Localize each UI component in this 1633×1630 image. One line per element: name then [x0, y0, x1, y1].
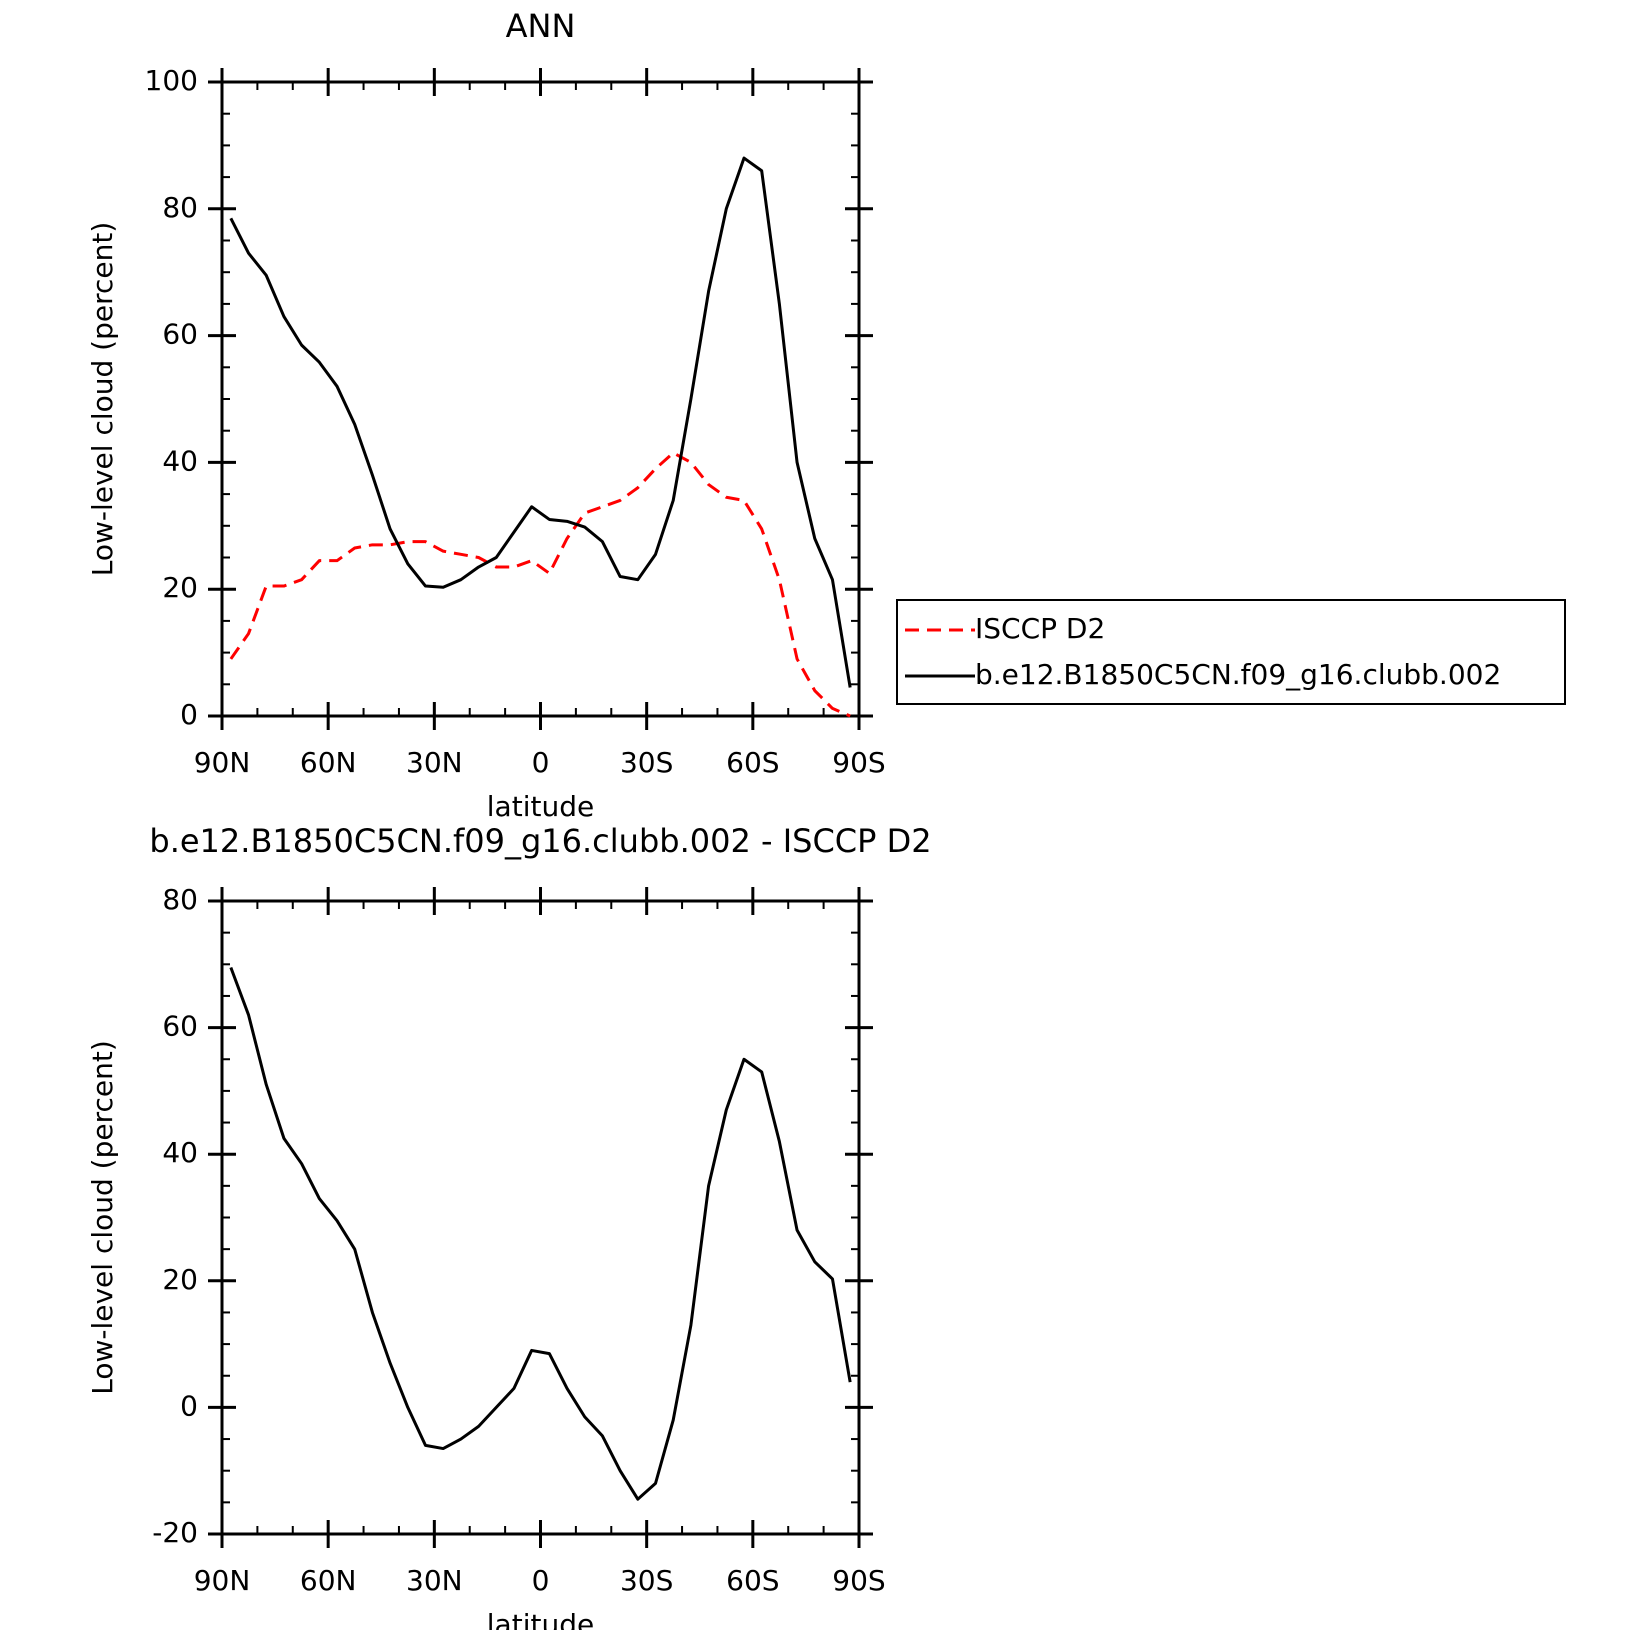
x-tick-label: 60N: [300, 1564, 357, 1597]
chart-title: ANN: [506, 7, 576, 45]
x-tick-label: 90S: [832, 1564, 885, 1597]
legend-box: [896, 599, 1566, 705]
y-tick-label: 100: [145, 64, 198, 97]
y-tick-label: 20: [162, 571, 198, 604]
data-line: [229, 156, 852, 688]
y-tick-label: 0: [180, 1389, 198, 1422]
x-tick-label: 60N: [300, 746, 357, 779]
x-tick-label: 0: [532, 746, 550, 779]
x-axis-label: latitude: [487, 790, 594, 823]
x-tick-label: 0: [532, 1564, 550, 1597]
x-axis-label: latitude: [487, 1608, 594, 1630]
x-tick-label: 30N: [406, 746, 463, 779]
legend-label: b.e12.B1850C5CN.f09_g16.clubb.002: [975, 658, 1501, 691]
data-line: [229, 966, 852, 1501]
y-tick-label: -20: [152, 1516, 198, 1549]
x-tick-label: 30S: [620, 1564, 673, 1597]
y-tick-label: 60: [162, 1010, 198, 1043]
data-line: [229, 451, 851, 718]
chart-title: b.e12.B1850C5CN.f09_g16.clubb.002 - ISCC…: [149, 822, 931, 860]
y-axis-label: Low-level cloud (percent): [86, 1040, 119, 1395]
x-tick-label: 90N: [194, 746, 251, 779]
y-axis-label: Low-level cloud (percent): [86, 222, 119, 577]
y-tick-label: 0: [180, 698, 198, 731]
x-tick-label: 90S: [832, 746, 885, 779]
legend-label: ISCCP D2: [975, 612, 1105, 645]
plot-frame: [220, 899, 861, 1536]
x-tick-label: 60S: [726, 746, 779, 779]
y-tick-label: 40: [162, 444, 198, 477]
y-tick-label: 20: [162, 1263, 198, 1296]
x-tick-label: 30N: [406, 1564, 463, 1597]
y-tick-label: 80: [162, 883, 198, 916]
y-tick-label: 40: [162, 1136, 198, 1169]
y-tick-label: 80: [162, 191, 198, 224]
x-tick-label: 30S: [620, 746, 673, 779]
x-tick-label: 90N: [194, 1564, 251, 1597]
x-tick-label: 60S: [726, 1564, 779, 1597]
y-tick-label: 60: [162, 318, 198, 351]
